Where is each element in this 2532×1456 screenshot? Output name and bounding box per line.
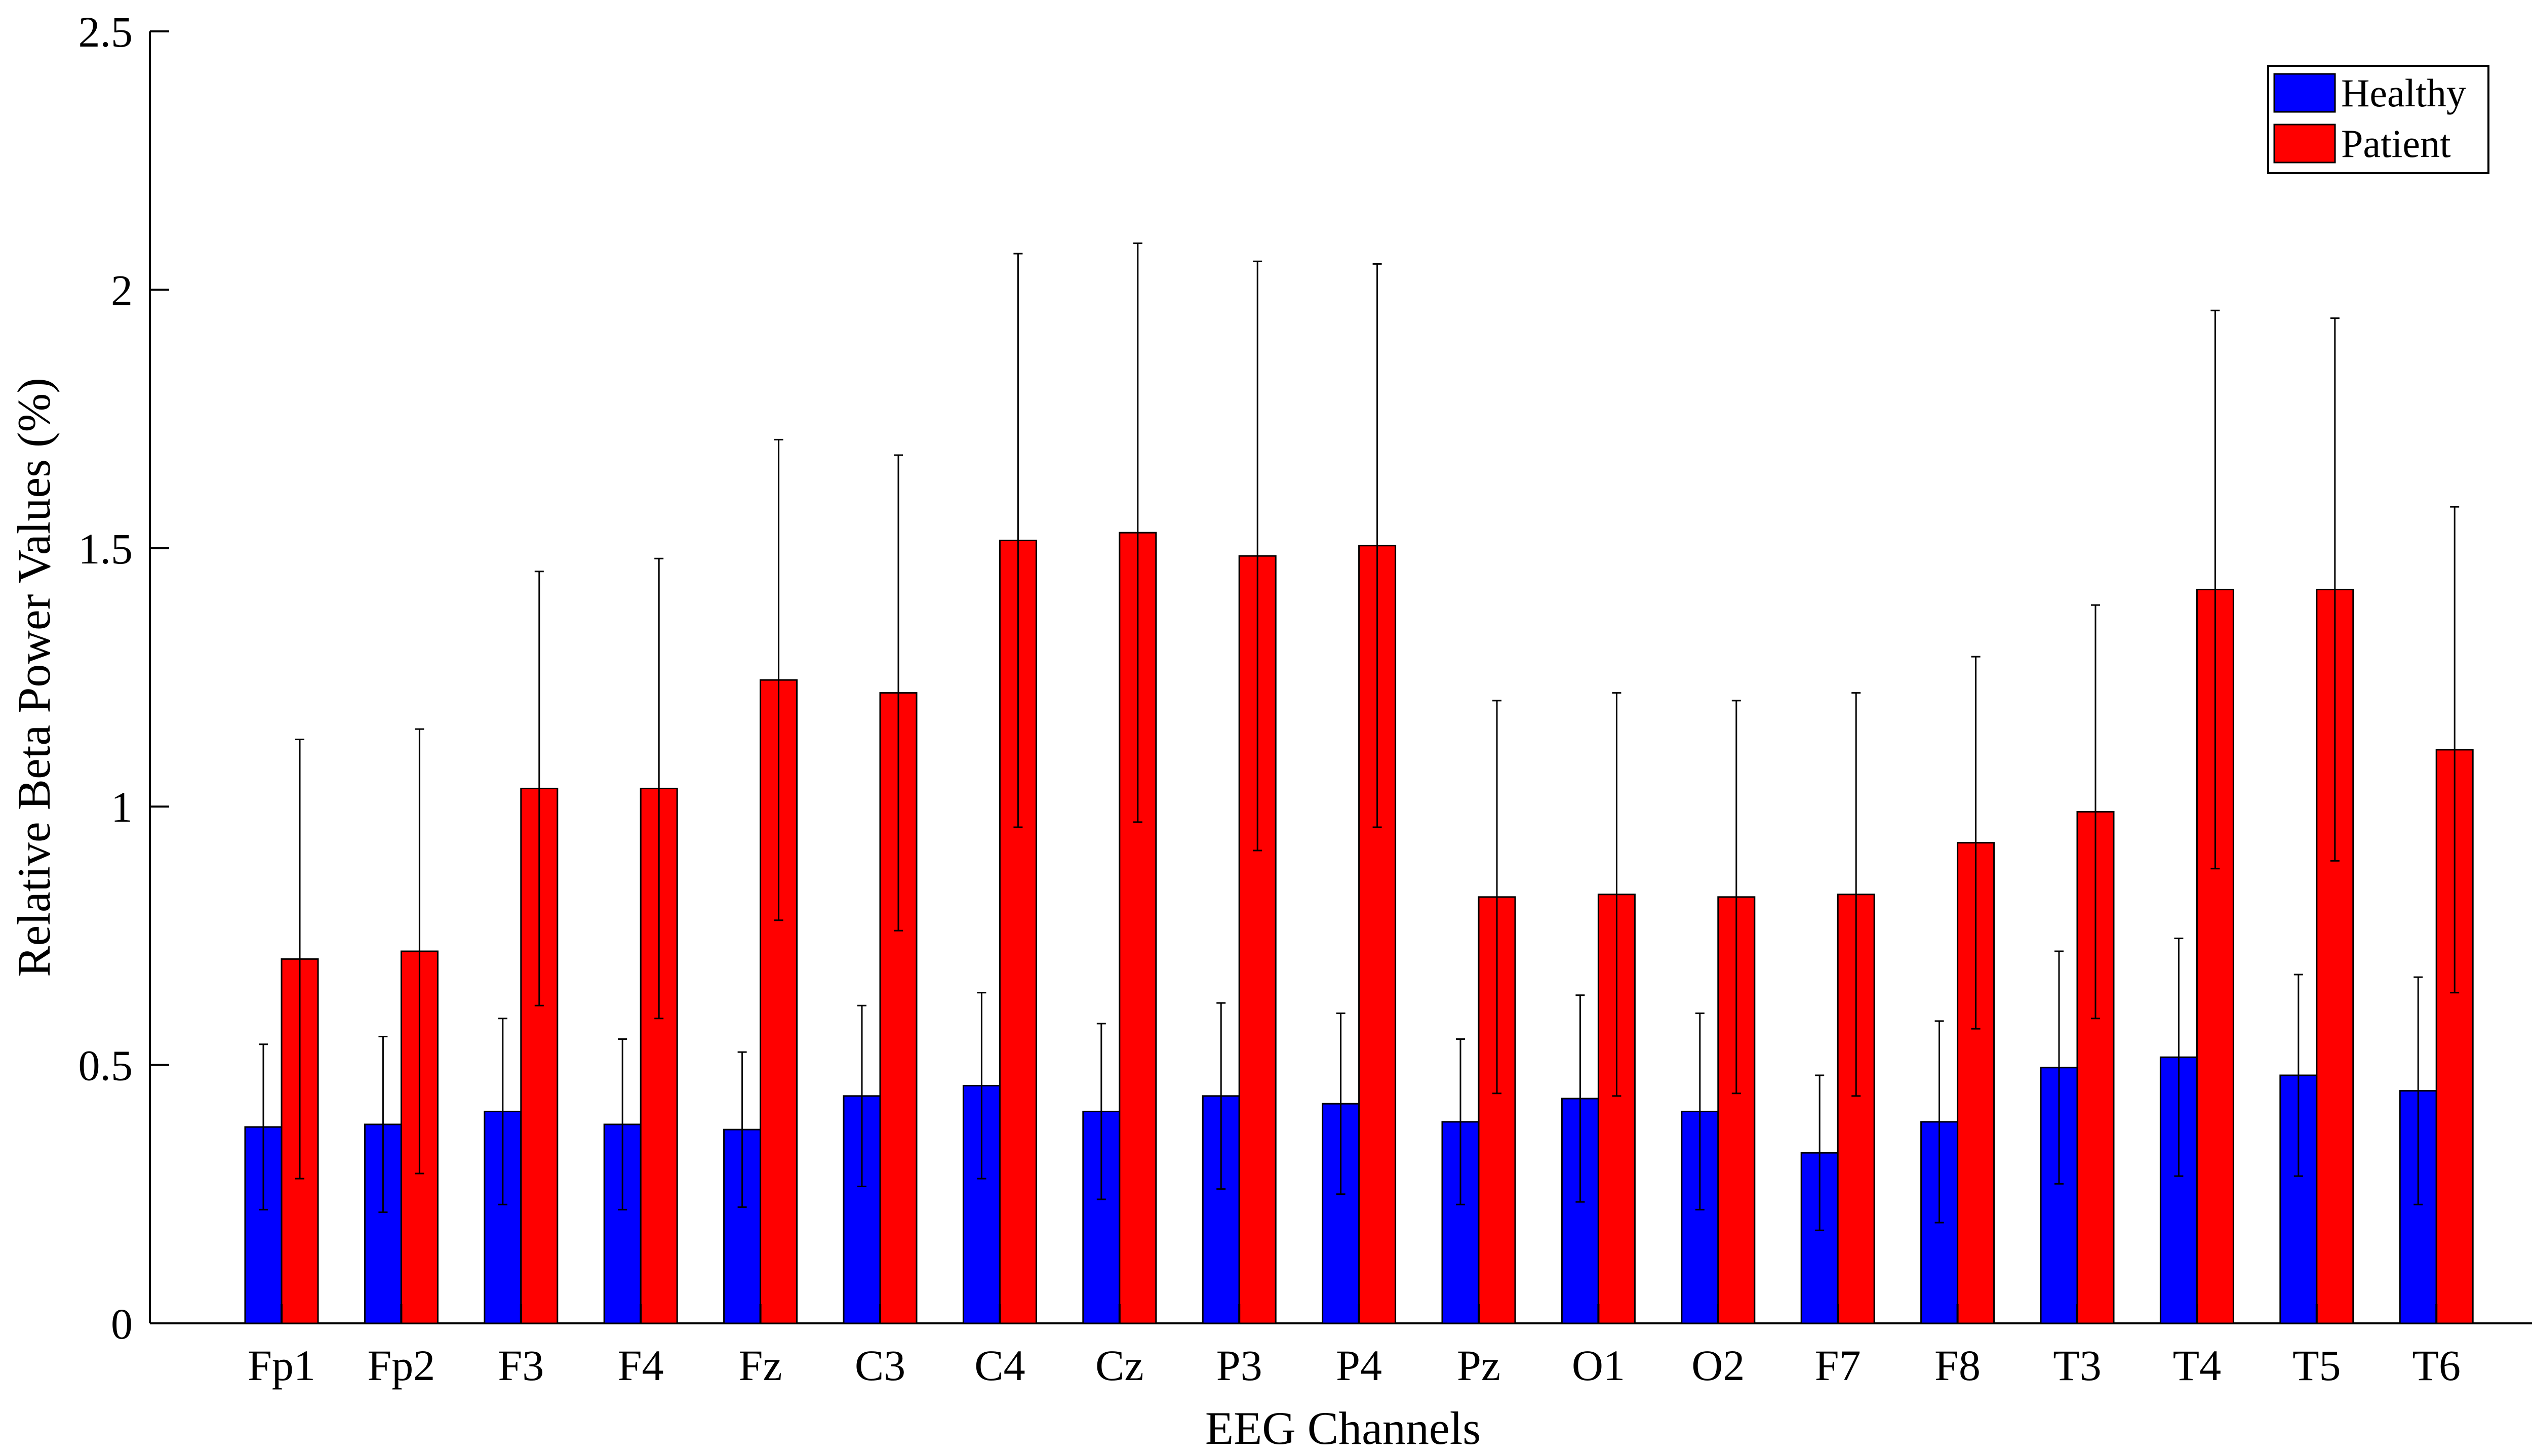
x-tick-label-t5: T5 — [2292, 1341, 2341, 1390]
legend: Healthy Patient — [2267, 65, 2489, 174]
x-tick-label-f8: F8 — [1934, 1341, 1981, 1390]
y-tick-label: 0.5 — [78, 1041, 133, 1090]
legend-label-healthy: Healthy — [2341, 71, 2466, 115]
bar-patient-f7 — [1837, 894, 1875, 1324]
x-tick-label-f7: F7 — [1815, 1341, 1861, 1390]
x-tick-label-fz: Fz — [739, 1341, 782, 1390]
x-tick-label-t4: T4 — [2173, 1341, 2222, 1390]
error-bars — [259, 242, 2460, 1231]
x-tick-label-fp1: Fp1 — [248, 1341, 315, 1390]
legend-swatch-patient — [2273, 124, 2336, 164]
x-tick-label-p3: P3 — [1216, 1341, 1262, 1390]
x-tick-label-o2: O2 — [1691, 1341, 1745, 1390]
y-ticks: 0 0.5 1 1.5 2 2.5 — [78, 8, 169, 1348]
y-tick-label: 2.5 — [78, 8, 133, 56]
y-tick-label: 2 — [111, 266, 133, 314]
x-tick-label-o1: O1 — [1572, 1341, 1625, 1390]
x-tick-label-pz: Pz — [1457, 1341, 1500, 1390]
x-tick-label-c3: C3 — [855, 1341, 905, 1390]
x-tick-label-p4: P4 — [1336, 1341, 1382, 1390]
x-tick-label-t6: T6 — [2412, 1341, 2461, 1390]
x-tick-label-c4: C4 — [974, 1341, 1025, 1390]
x-tick-label-cz: Cz — [1095, 1341, 1144, 1390]
x-ticks: Fp1 Fp2 F3 F4 Fz C3 C4 Cz P3 P4 Pz O1 O2 F7 F8 T3 T4 T5 T6 — [248, 1304, 2461, 1390]
x-tick-label-f4: F4 — [618, 1341, 664, 1390]
y-axis-label: Relative Beta Power Values (%) — [8, 378, 60, 977]
y-tick-label: 1 — [111, 783, 133, 831]
x-tick-label-t3: T3 — [2053, 1341, 2102, 1390]
y-tick-label: 0 — [111, 1300, 133, 1348]
x-axis-label: EEG Channels — [1205, 1402, 1481, 1454]
bars — [244, 532, 2474, 1324]
y-tick-label: 1.5 — [78, 524, 133, 573]
x-tick-label-fp2: Fp2 — [367, 1341, 435, 1390]
x-tick-label-f3: F3 — [498, 1341, 544, 1390]
legend-swatch-healthy — [2273, 73, 2336, 113]
legend-label-patient: Patient — [2341, 122, 2451, 166]
